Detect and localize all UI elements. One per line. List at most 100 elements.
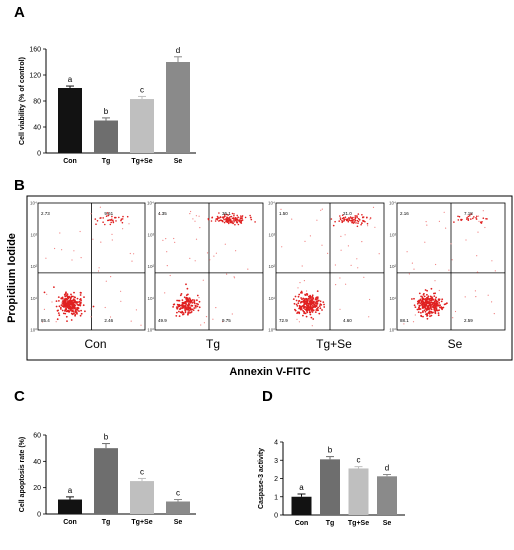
event-dot [226,213,228,216]
event-dot [316,290,319,292]
event-dot [426,314,429,317]
event-dot [482,210,484,212]
event-dot [366,222,369,225]
decade-tick-label: 10³ [268,232,275,237]
event-dot [224,218,227,220]
event-dot [215,218,217,220]
bar [94,120,118,153]
event-dot [312,318,315,320]
event-dot [162,239,164,241]
event-dot [308,308,311,311]
event-dot [425,308,428,311]
event-dot [67,309,70,312]
event-dot [209,259,211,261]
event-dot [297,287,299,289]
event-dot [315,297,317,300]
event-dot [297,311,299,314]
event-dot [347,245,349,247]
event-dot [460,218,462,221]
event-dot [111,215,113,218]
event-dot [280,208,282,210]
event-dot [241,217,243,220]
quadrant-ur-value: 36.1 [222,211,231,216]
event-dot [95,223,97,225]
event-dot [431,298,433,300]
event-dot [51,301,53,303]
event-dot [422,310,424,312]
y-tick-label: 60 [33,433,41,440]
event-dot [75,308,78,311]
event-dot [436,309,438,311]
event-dot [240,222,243,224]
event-dot [298,293,301,296]
event-dot [97,270,100,272]
event-dot [297,295,300,298]
y-tick-label: 120 [29,73,41,80]
event-dot [299,301,301,303]
significance-letter: b [328,446,333,455]
event-dot [306,305,309,307]
event-dot [65,299,68,301]
event-dot [186,304,189,307]
event-dot [351,218,354,220]
event-dot [140,324,142,326]
event-dot [219,216,222,219]
event-dot [304,240,306,242]
event-dot [311,305,314,307]
event-dot [198,215,200,217]
event-dot [74,313,77,316]
event-dot [317,309,319,312]
event-dot [411,298,413,300]
event-dot [121,218,124,220]
event-dot [64,312,67,315]
event-dot [435,296,437,299]
event-dot [222,220,224,223]
x-axis-title: Annexin V-FITC [229,366,310,378]
event-dot [189,299,192,301]
event-dot [207,218,210,220]
event-dot [442,306,445,309]
y-tick-label: 0 [37,512,41,519]
event-dot [74,300,77,303]
significance-letter: a [68,75,73,84]
event-dot [418,292,421,295]
event-dot [429,297,431,300]
event-dot [120,300,122,302]
event-dot [43,308,46,310]
event-dot [68,303,71,306]
event-dot [354,216,357,219]
event-dot [74,296,76,299]
event-dot [419,302,422,305]
event-dot [79,314,82,317]
event-dot [467,218,470,220]
decade-tick-label: 10⁴ [30,201,37,206]
event-dot [306,299,309,302]
event-dot [73,307,76,310]
event-dot [342,217,345,219]
flow-plot-3: 10⁰ 10¹ 10² 10³ 10⁴ 1.50 21.0 72.9 4.60 Tg+Se [268,201,385,351]
event-dot [472,217,474,220]
event-dot [311,311,314,313]
event-dot [321,208,323,210]
event-dot [342,220,344,223]
event-dot [308,298,311,300]
event-dot [421,297,424,300]
event-dot [299,282,301,284]
event-dot [418,304,421,307]
event-dot [421,302,424,305]
chart-c-apoptosis-rate: 0 20 40 60 Cell apoptosis rate (%) a Con b Tg c Tg… [19,433,196,526]
event-dot [302,300,305,303]
sample-label: Tg [206,337,220,351]
bar [58,499,82,514]
event-dot [80,309,82,312]
event-dot [65,315,68,318]
event-dot [353,221,356,224]
event-dot [109,223,112,226]
event-dot [293,302,296,305]
event-dot [247,268,249,270]
event-dot [332,224,335,227]
event-dot [66,320,68,322]
event-dot [131,260,133,262]
y-tick-label: 40 [33,459,41,466]
